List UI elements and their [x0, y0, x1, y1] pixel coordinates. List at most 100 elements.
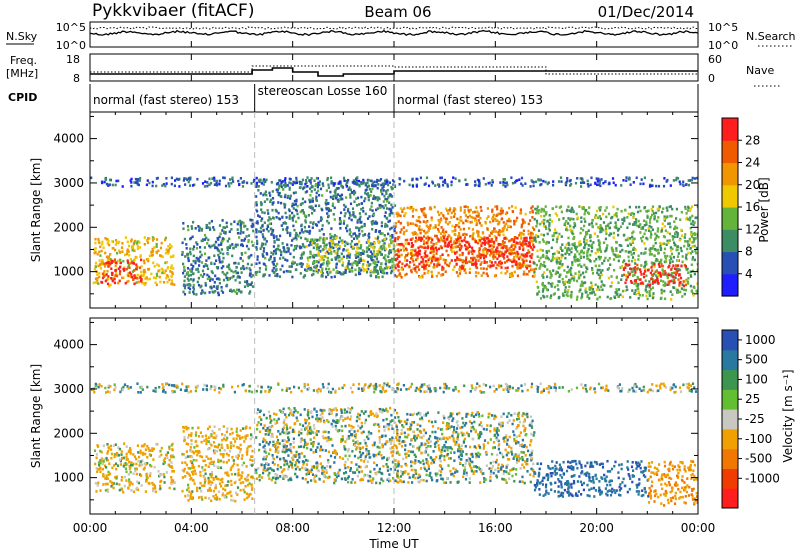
- range-cell: [672, 275, 675, 279]
- range-cell: [474, 271, 478, 274]
- range-cell: [459, 258, 462, 261]
- range-cell: [513, 256, 516, 259]
- range-cell: [172, 470, 175, 473]
- range-cell: [136, 178, 139, 181]
- range-cell: [470, 250, 473, 254]
- range-cell: [135, 457, 138, 461]
- range-cell: [478, 181, 481, 184]
- range-cell: [287, 194, 290, 198]
- range-cell: [277, 192, 280, 195]
- range-cell: [251, 274, 254, 277]
- range-cell: [627, 212, 630, 216]
- range-cell: [692, 236, 695, 240]
- range-cell: [555, 205, 558, 209]
- range-cell: [235, 266, 238, 269]
- range-cell: [531, 274, 534, 278]
- range-cell: [586, 182, 589, 186]
- range-cell: [639, 278, 642, 281]
- range-cell: [171, 448, 174, 452]
- range-cell: [596, 248, 599, 251]
- range-cell: [171, 272, 174, 276]
- range-cell: [125, 463, 128, 467]
- range-cell: [156, 176, 159, 180]
- range-cell: [146, 241, 149, 245]
- range-cell: [380, 270, 383, 273]
- range-cell: [236, 271, 240, 275]
- range-cell: [225, 495, 228, 499]
- range-cell: [632, 246, 635, 250]
- range-cell: [502, 178, 505, 181]
- range-cell: [440, 218, 443, 222]
- range-cell: [650, 225, 653, 229]
- range-cell: [136, 277, 139, 280]
- range-cell: [615, 215, 618, 218]
- range-cell: [370, 190, 373, 193]
- range-cell: [588, 206, 591, 209]
- range-cell: [380, 245, 383, 248]
- range-cell: [189, 252, 192, 256]
- range-cell: [251, 486, 254, 490]
- range-cell: [289, 181, 292, 185]
- range-cell: [318, 238, 321, 242]
- range-cell: [149, 472, 152, 475]
- range-cell: [288, 214, 291, 218]
- range-cell: [271, 197, 275, 200]
- range-cell: [157, 249, 160, 253]
- range-cell: [119, 266, 122, 269]
- range-cell: [525, 254, 528, 258]
- range-cell: [645, 285, 648, 288]
- range-cell: [228, 278, 231, 281]
- range-cell: [660, 296, 663, 300]
- range-cell: [501, 246, 504, 249]
- range-cell: [134, 467, 137, 471]
- range-cell: [415, 208, 418, 212]
- range-cell: [533, 228, 536, 231]
- range-cell: [363, 199, 366, 203]
- range-cell: [633, 237, 636, 241]
- range-cell: [690, 275, 693, 278]
- range-cell: [558, 275, 561, 278]
- range-cell: [408, 183, 411, 187]
- range-cell: [508, 239, 511, 243]
- range-cell: [342, 271, 345, 274]
- cpid-segment-label: stereoscan Losse 160: [258, 84, 388, 98]
- range-cell: [676, 248, 679, 252]
- range-cell: [333, 206, 336, 210]
- range-cell: [471, 234, 474, 237]
- range-cell: [251, 455, 254, 458]
- range-cell: [675, 176, 678, 180]
- range-cell: [153, 484, 157, 488]
- range-cell: [236, 228, 239, 231]
- range-cell: [435, 252, 438, 255]
- range-cell: [338, 240, 341, 244]
- range-cell: [531, 205, 534, 208]
- range-cell: [405, 272, 408, 276]
- range-cell: [160, 479, 163, 483]
- range-cell: [641, 226, 645, 229]
- range-cell: [692, 294, 695, 297]
- range-cell: [100, 450, 103, 454]
- range-cell: [112, 246, 115, 250]
- range-cell: [684, 256, 688, 259]
- range-cell: [626, 288, 629, 292]
- range-cell: [358, 227, 361, 230]
- range-cell: [342, 222, 345, 225]
- range-cell: [660, 291, 663, 295]
- range-cell: [576, 250, 579, 253]
- range-cell: [531, 240, 534, 243]
- range-cell: [400, 266, 403, 270]
- range-cell: [635, 221, 638, 224]
- range-cell: [558, 280, 561, 283]
- range-cell: [612, 258, 616, 261]
- range-cell: [446, 235, 449, 239]
- range-cell: [393, 184, 396, 187]
- range-cell: [573, 258, 576, 262]
- range-cell: [681, 295, 684, 298]
- range-cell: [535, 211, 538, 215]
- range-cell: [106, 282, 110, 286]
- range-cell: [662, 273, 665, 276]
- range-cell: [486, 207, 489, 210]
- range-cell: [117, 454, 120, 457]
- range-cell: [327, 214, 330, 218]
